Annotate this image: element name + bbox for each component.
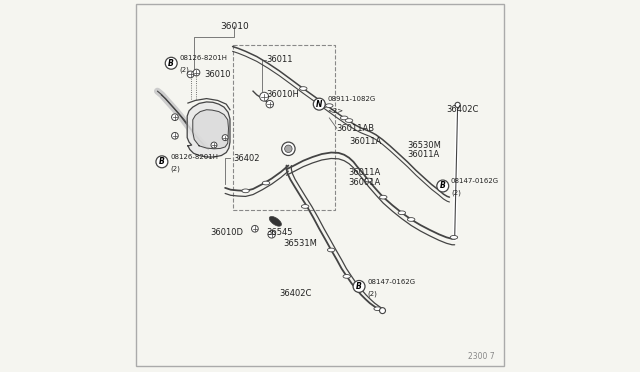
- Text: 08147-0162G: 08147-0162G: [367, 279, 415, 285]
- Ellipse shape: [340, 116, 348, 120]
- Text: 36530M: 36530M: [408, 141, 442, 150]
- Text: 36402: 36402: [234, 154, 260, 163]
- Text: (2): (2): [451, 190, 461, 196]
- Circle shape: [187, 71, 194, 78]
- Ellipse shape: [346, 119, 353, 122]
- Text: B: B: [356, 282, 362, 291]
- Text: 36011A: 36011A: [349, 137, 382, 146]
- Circle shape: [156, 156, 168, 168]
- Circle shape: [172, 132, 179, 139]
- Text: 08126-8201H: 08126-8201H: [179, 55, 227, 61]
- Text: N: N: [316, 100, 323, 109]
- Ellipse shape: [269, 217, 282, 226]
- Text: 36402C: 36402C: [447, 105, 479, 114]
- Text: B: B: [159, 157, 165, 166]
- Text: 2300 7: 2300 7: [468, 352, 495, 361]
- Ellipse shape: [320, 104, 328, 108]
- Text: 36010: 36010: [220, 22, 249, 31]
- Polygon shape: [193, 110, 228, 149]
- Circle shape: [252, 225, 259, 232]
- Circle shape: [172, 114, 179, 121]
- Text: 36010: 36010: [205, 70, 231, 79]
- Ellipse shape: [262, 181, 270, 185]
- Text: 36402C: 36402C: [279, 289, 312, 298]
- Text: 36011: 36011: [266, 55, 292, 64]
- Ellipse shape: [301, 205, 309, 208]
- Circle shape: [282, 142, 295, 155]
- Text: (2): (2): [179, 67, 189, 73]
- Circle shape: [193, 69, 200, 76]
- Ellipse shape: [343, 275, 351, 278]
- Text: 36531M: 36531M: [283, 239, 317, 248]
- Circle shape: [455, 102, 460, 108]
- Text: 36011A: 36011A: [408, 150, 440, 159]
- Text: 08147-0162G: 08147-0162G: [451, 178, 499, 184]
- Text: 36010H: 36010H: [266, 90, 299, 99]
- Text: 36001A: 36001A: [348, 178, 380, 187]
- Ellipse shape: [380, 195, 387, 199]
- Circle shape: [353, 280, 365, 292]
- Circle shape: [285, 145, 292, 153]
- Text: (2): (2): [367, 290, 377, 296]
- Circle shape: [266, 100, 273, 108]
- Text: <2>: <2>: [328, 108, 344, 114]
- Polygon shape: [187, 102, 230, 157]
- Circle shape: [268, 231, 275, 238]
- Ellipse shape: [374, 307, 381, 311]
- Ellipse shape: [300, 87, 307, 90]
- Circle shape: [437, 180, 449, 192]
- Circle shape: [260, 92, 269, 101]
- Circle shape: [222, 135, 228, 141]
- Text: B: B: [440, 182, 445, 190]
- Circle shape: [314, 98, 325, 110]
- Ellipse shape: [328, 248, 335, 252]
- Circle shape: [165, 57, 177, 69]
- Text: 36545: 36545: [266, 228, 292, 237]
- Text: 08126-8201H: 08126-8201H: [170, 154, 218, 160]
- Ellipse shape: [242, 189, 250, 193]
- Circle shape: [380, 308, 385, 314]
- Text: 36010D: 36010D: [211, 228, 244, 237]
- Ellipse shape: [326, 104, 333, 108]
- Text: B: B: [168, 59, 174, 68]
- Text: 08911-1082G: 08911-1082G: [328, 96, 376, 102]
- Text: 36011AB: 36011AB: [337, 124, 375, 133]
- Ellipse shape: [450, 235, 458, 239]
- Text: (2): (2): [170, 166, 180, 172]
- Ellipse shape: [365, 178, 372, 182]
- Text: 36011A: 36011A: [348, 169, 380, 177]
- Circle shape: [211, 142, 217, 148]
- Ellipse shape: [408, 218, 415, 221]
- Ellipse shape: [398, 211, 406, 215]
